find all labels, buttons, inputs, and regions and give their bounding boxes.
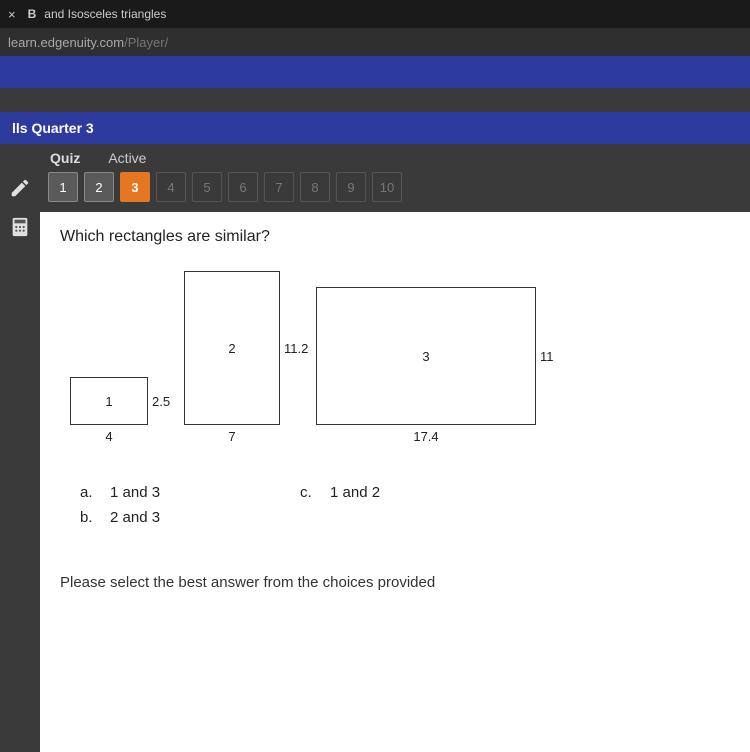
answer-text: 1 and 2: [330, 484, 380, 501]
question-card: Which rectangles are similar? 12.54211.2…: [40, 212, 750, 752]
width-label: 4: [105, 429, 112, 444]
height-label: 2.5: [152, 394, 170, 409]
question-number-10[interactable]: 10: [372, 172, 402, 202]
pencil-icon[interactable]: [9, 177, 31, 199]
answer-column-left: a. 1 and 3 b. 2 and 3: [80, 484, 160, 526]
height-label: 11.2: [284, 341, 308, 356]
rect-wrap: 211.2: [184, 271, 280, 425]
rectangle: 2: [184, 271, 280, 425]
answer-text: 1 and 3: [110, 484, 160, 501]
question-number-3[interactable]: 3: [120, 172, 150, 202]
answer-letter: c.: [300, 484, 316, 501]
instruction-text: Please select the best answer from the c…: [60, 574, 730, 591]
url-bar[interactable]: learn.edgenuity.com/Player/: [0, 28, 750, 56]
answer-a[interactable]: a. 1 and 3: [80, 484, 160, 501]
side-tool-strip: [0, 212, 40, 752]
app-header-strip: [0, 56, 750, 88]
url-host: learn.edgenuity.com: [8, 35, 124, 50]
browser-tab-strip: × B and Isosceles triangles: [0, 0, 750, 28]
rect-wrap: 311: [316, 287, 536, 425]
question-nav-row: 12345678910: [0, 166, 750, 212]
figure-2: 211.27: [184, 271, 280, 444]
rectangle: 1: [70, 377, 148, 425]
url-path: /Player/: [124, 35, 168, 50]
calculator-icon[interactable]: [0, 216, 40, 238]
question-number-6[interactable]: 6: [228, 172, 258, 202]
tab-close-icon[interactable]: ×: [8, 7, 16, 22]
width-label: 17.4: [413, 429, 438, 444]
figure-1: 12.54: [70, 377, 148, 444]
height-label: 11: [540, 349, 554, 364]
tab-favicon: B: [28, 7, 37, 21]
figure-3: 311 17.4: [316, 287, 536, 444]
answer-letter: a.: [80, 484, 96, 501]
answer-letter: b.: [80, 509, 96, 526]
app-subheader-band: [0, 88, 750, 112]
question-number-9[interactable]: 9: [336, 172, 366, 202]
question-number-7[interactable]: 7: [264, 172, 294, 202]
question-number-8[interactable]: 8: [300, 172, 330, 202]
tool-column: [0, 175, 40, 199]
question-number-2[interactable]: 2: [84, 172, 114, 202]
answer-text: 2 and 3: [110, 509, 160, 526]
question-prompt: Which rectangles are similar?: [60, 228, 730, 246]
question-number-1[interactable]: 1: [48, 172, 78, 202]
quiz-header-row: Quiz Active: [0, 144, 750, 166]
quiz-active-label: Active: [108, 150, 146, 166]
answer-choices: a. 1 and 3 b. 2 and 3 c. 1 and 2: [80, 484, 730, 526]
course-title-bar: lls Quarter 3: [0, 112, 750, 144]
main-area: Which rectangles are similar? 12.54211.2…: [0, 212, 750, 752]
figure-row: 12.54211.2731117.4: [70, 274, 730, 444]
tab-title[interactable]: and Isosceles triangles: [44, 7, 166, 21]
question-number-list: 12345678910: [48, 172, 402, 202]
quiz-label: Quiz: [50, 150, 80, 166]
answer-c[interactable]: c. 1 and 2: [300, 484, 380, 501]
rectangle: 3: [316, 287, 536, 425]
answer-column-right: c. 1 and 2: [300, 484, 380, 526]
question-number-4[interactable]: 4: [156, 172, 186, 202]
width-label: 7: [228, 429, 235, 444]
question-number-5[interactable]: 5: [192, 172, 222, 202]
answer-b[interactable]: b. 2 and 3: [80, 509, 160, 526]
course-title: lls Quarter 3: [12, 120, 94, 136]
rect-wrap: 12.5: [70, 377, 148, 425]
